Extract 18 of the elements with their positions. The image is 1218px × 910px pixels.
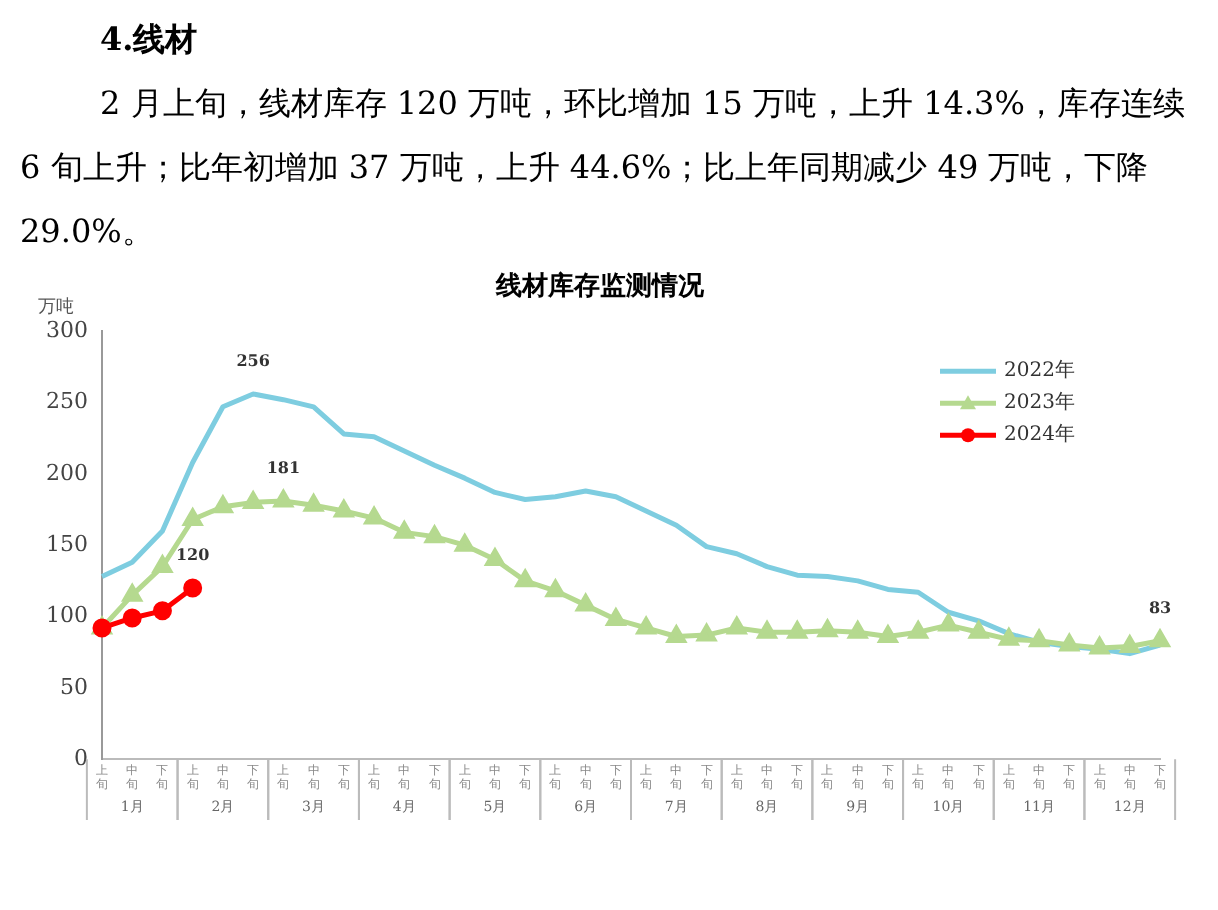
data-label: 256	[236, 350, 271, 371]
y-tick-label: 50	[59, 673, 88, 700]
y-tick-label: 300	[45, 316, 88, 343]
data-label: 120	[175, 544, 211, 565]
legend-label: 2023年	[1004, 390, 1075, 415]
text: 2 月上旬，线材库存 120 万吨，环比增加 15 万吨，上升 14.3%，库存连续 6 旬上升；比年初增加 37 万吨，上升 44.6%；比上年同期减少 49 万吨，下降 29.0%。	[20, 82, 1187, 254]
y-tick-label: 250	[45, 388, 88, 415]
y-tick-label: 200	[45, 459, 88, 486]
y-axis-title: 万吨	[38, 295, 74, 318]
y-tick-label: 0	[73, 744, 88, 771]
data-label: 181	[266, 457, 301, 478]
legend-label: 2022年	[1004, 358, 1075, 383]
data-label: 83	[1148, 596, 1172, 617]
legend-label: 2024年	[1004, 422, 1075, 447]
y-tick-label: 100	[45, 602, 88, 629]
text: 4.线材	[98, 18, 200, 62]
chart-title: 线材库存监测情况	[494, 270, 706, 303]
y-tick-label: 150	[45, 530, 88, 557]
